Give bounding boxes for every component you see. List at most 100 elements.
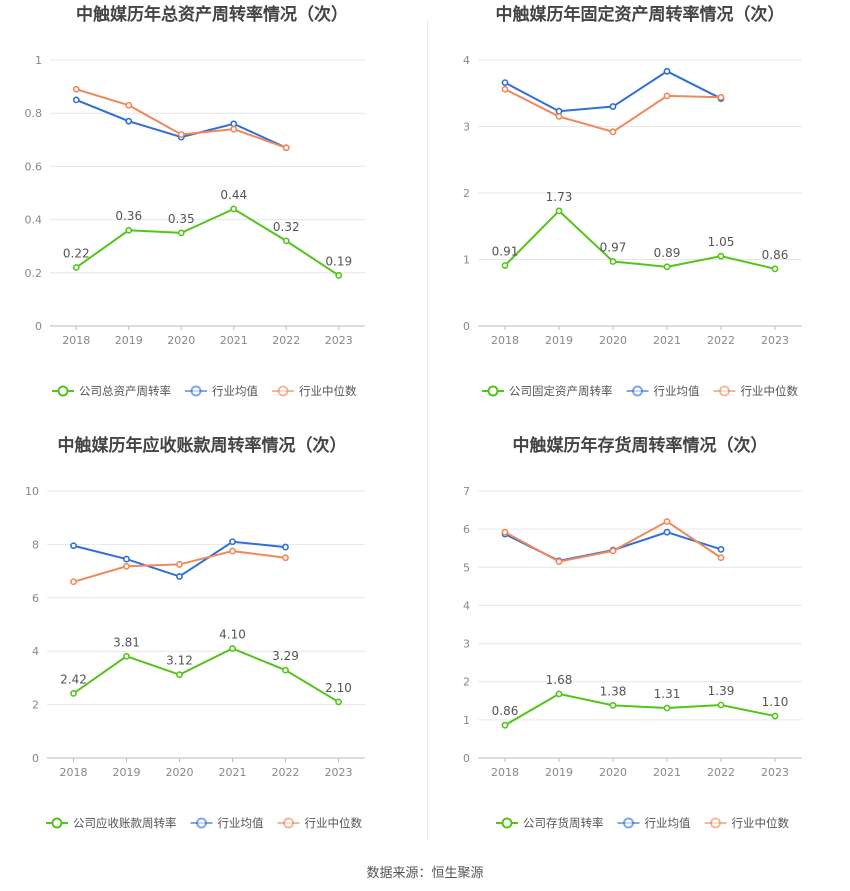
data-label: 1.39 (708, 684, 735, 698)
legend-marker (57, 385, 69, 397)
x-tick-label: 2019 (545, 766, 573, 779)
x-tick-label: 2018 (491, 766, 519, 779)
data-point-industry_median (555, 113, 563, 120)
series-line-company (504, 209, 776, 270)
legend-item-industry_avg: 行业均值 (190, 816, 264, 830)
y-tick-label: 0 (463, 320, 470, 333)
chart-panel-2: 中触媒历年固定资产周转率情况（次） 0 1 2 3 4 2018 2019 2020 2021 20… (463, 4, 802, 398)
x-tick-label: 2022 (272, 766, 300, 779)
data-point-industry_median (663, 518, 671, 525)
legend-marker (196, 817, 207, 829)
data-point-company (663, 263, 671, 271)
data-point-industry_avg (123, 555, 130, 563)
data-label: 0.36 (115, 209, 142, 223)
data-point-company (282, 237, 290, 245)
series-line-industry_avg (73, 540, 286, 578)
data-point-industry_avg (70, 542, 77, 550)
y-tick-label: 0.8 (25, 107, 43, 120)
x-tick-label: 2018 (491, 334, 519, 347)
data-point-industry_median (501, 528, 509, 536)
x-tick-label: 2018 (62, 334, 90, 347)
data-point-industry_median (717, 554, 725, 562)
data-label: 2.42 (60, 672, 87, 686)
y-tick-label: 1 (463, 714, 470, 727)
data-point-industry_median (282, 144, 290, 152)
data-label: 3.29 (272, 649, 299, 663)
legend-item-industry_median: 行业中位数 (704, 816, 789, 830)
data-point-company (123, 652, 130, 660)
data-label: 0.86 (492, 704, 519, 718)
y-tick-label: 4 (32, 645, 39, 658)
y-tick-label: 1 (463, 254, 470, 267)
series-line-industry_median (504, 520, 722, 563)
y-tick-label: 3 (463, 638, 470, 651)
data-point-company (771, 712, 779, 720)
data-label: 0.89 (654, 246, 681, 260)
legend-label: 行业中位数 (299, 384, 357, 398)
x-tick-label: 2020 (599, 334, 627, 347)
data-point-industry_avg (229, 538, 236, 546)
data-point-company (501, 262, 509, 269)
data-point-company (282, 666, 289, 674)
data-point-company (72, 264, 80, 271)
x-tick-label: 2020 (599, 766, 627, 779)
data-label: 0.44 (220, 188, 247, 202)
data-label: 2.10 (325, 681, 352, 695)
legend-marker (501, 817, 513, 829)
chart-panel-4: 中触媒历年存货周转率情况（次） 0 1 2 3 4 5 6 7 2018 2019 2020 2021 2… (463, 435, 802, 830)
x-tick-label: 2019 (113, 766, 141, 779)
y-tick-label: 0 (463, 752, 470, 765)
series-line-company (72, 647, 340, 703)
data-point-company (177, 229, 185, 237)
data-label: 1.05 (708, 235, 735, 249)
legend-marker (632, 385, 643, 397)
series-line-company (75, 207, 340, 277)
y-tick-label: 0.6 (25, 160, 43, 173)
data-label: 3.81 (113, 635, 140, 649)
chart-title: 中触媒历年存货周转率情况（次） (513, 435, 768, 456)
legend-marker (190, 385, 202, 397)
data-label: 0.91 (492, 244, 519, 258)
data-point-industry_avg (663, 67, 671, 75)
legend-item-company: 公司总资产周转率 (52, 384, 171, 398)
legend-item-industry_median: 行业中位数 (277, 816, 362, 830)
series-line-industry_avg (75, 98, 287, 149)
legend-marker (283, 817, 294, 829)
data-point-industry_median (282, 554, 289, 562)
y-tick-label: 4 (463, 599, 470, 612)
data-point-industry_avg (717, 545, 725, 553)
legend-label: 公司总资产周转率 (79, 384, 171, 398)
legend-marker (487, 385, 499, 397)
data-point-company (555, 207, 563, 215)
data-point-industry_median (717, 93, 725, 101)
y-tick-label: 7 (463, 485, 470, 498)
legend-item-industry_avg: 行业均值 (626, 384, 700, 398)
data-label: 1.31 (654, 687, 681, 701)
data-point-industry_median (125, 101, 133, 109)
x-tick-label: 2023 (325, 766, 353, 779)
chart-panel-3: 中触媒历年应收账款周转率情况（次） 0 2 4 6 8 10 2018 2019 2020 2021… (25, 435, 365, 830)
y-tick-label: 2 (463, 187, 470, 200)
legend-item-company: 公司存货周转率 (496, 816, 604, 830)
legend-label: 行业均值 (654, 384, 700, 398)
legend-marker (710, 817, 721, 829)
x-tick-label: 2018 (60, 766, 88, 779)
x-tick-label: 2021 (220, 334, 248, 347)
y-tick-label: 0 (32, 752, 39, 765)
data-point-company (335, 698, 342, 706)
data-point-company (771, 265, 779, 273)
data-point-industry_avg (282, 543, 289, 551)
y-tick-label: 6 (463, 523, 470, 536)
legend-item-company: 公司应收账款周转率 (46, 816, 177, 830)
chart-title: 中触媒历年应收账款周转率情况（次） (58, 435, 347, 456)
x-tick-label: 2022 (272, 334, 300, 347)
data-point-industry_avg (555, 107, 563, 115)
data-point-industry_avg (72, 96, 80, 104)
y-tick-label: 10 (25, 485, 39, 498)
x-tick-label: 2022 (707, 766, 735, 779)
data-label: 0.19 (325, 254, 352, 268)
series-line-company (504, 692, 776, 727)
data-point-industry_median (501, 85, 509, 93)
y-tick-label: 4 (463, 54, 470, 67)
